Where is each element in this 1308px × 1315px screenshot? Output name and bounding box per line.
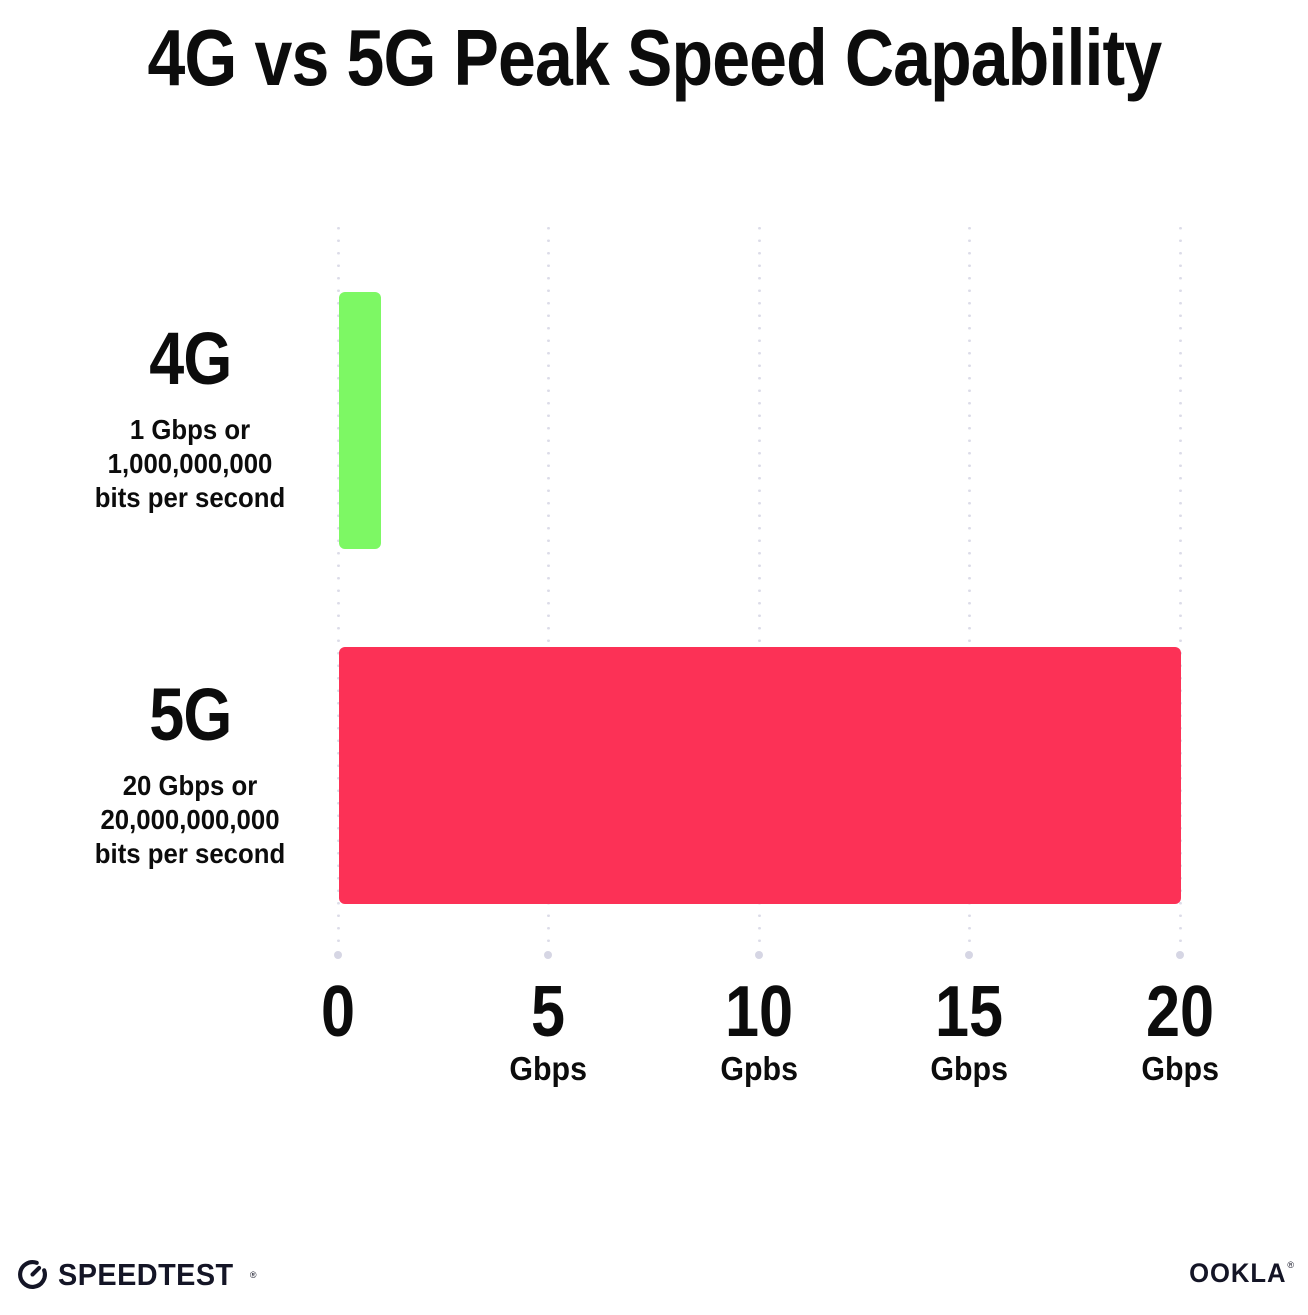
row-desc-line: 1 Gbps or <box>129 414 251 445</box>
row-desc-line: 20 Gbps or <box>122 770 258 801</box>
row-label-4g: 4G 1 Gbps or 1,000,000,000 bits per seco… <box>0 322 380 515</box>
row-desc-line: 1,000,000,000 <box>107 448 273 479</box>
bar-4g <box>339 292 381 549</box>
x-tick-unit-0 <box>228 1051 448 1087</box>
gridline-10 <box>758 222 761 948</box>
speedtest-wordmark: SPEEDTEST <box>58 1257 234 1292</box>
row-desc-line: 20,000,000,000 <box>100 804 280 835</box>
gridline-5 <box>547 222 550 948</box>
gridline-end-dot <box>544 951 552 959</box>
row-label-5g: 5G 20 Gbps or 20,000,000,000 bits per se… <box>0 678 380 871</box>
page-title: 4G vs 5G Peak Speed Capability <box>0 18 1308 98</box>
x-tick-number-10: 10 <box>724 972 794 1052</box>
x-tick-number-20: 20 <box>1145 972 1215 1052</box>
row-desc-line: bits per second <box>94 482 286 513</box>
gridline-end-dot <box>965 951 973 959</box>
row-desc-line: bits per second <box>94 838 286 869</box>
speedtest-logo: SPEEDTEST ® <box>16 1258 256 1291</box>
gridline-end-dot <box>755 951 763 959</box>
registered-trademark-mark: ® <box>249 1270 257 1280</box>
x-tick-unit-10: Gpbs <box>720 1050 798 1087</box>
bar-5g <box>339 647 1181 904</box>
row-name-5g: 5G <box>148 673 232 756</box>
x-tick-number-5: 5 <box>530 972 566 1052</box>
x-tick-unit-20: Gbps <box>1141 1050 1219 1087</box>
speedometer-icon <box>16 1258 49 1291</box>
x-tick-unit-5: Gbps <box>509 1050 587 1087</box>
row-name-4g: 4G <box>148 317 232 400</box>
ookla-wordmark: OOKLA <box>1188 1258 1287 1288</box>
gridline-0 <box>337 222 340 948</box>
gridline-20 <box>1179 222 1182 948</box>
x-tick-unit-15: Gbps <box>930 1050 1008 1087</box>
gridline-15 <box>968 222 971 948</box>
row-desc-5g: 20 Gbps or 20,000,000,000 bits per secon… <box>0 769 380 871</box>
x-tick-number-15: 15 <box>934 972 1004 1052</box>
x-tick-number-0: 0 <box>320 972 356 1052</box>
page-title-text: 4G vs 5G Peak Speed Capability <box>147 13 1162 102</box>
gridline-end-dot <box>334 951 342 959</box>
row-desc-4g: 1 Gbps or 1,000,000,000 bits per second <box>0 413 380 515</box>
gridline-end-dot <box>1176 951 1184 959</box>
registered-trademark-mark: ® <box>1287 1260 1294 1270</box>
ookla-logo: OOKLA ® <box>1184 1260 1294 1287</box>
